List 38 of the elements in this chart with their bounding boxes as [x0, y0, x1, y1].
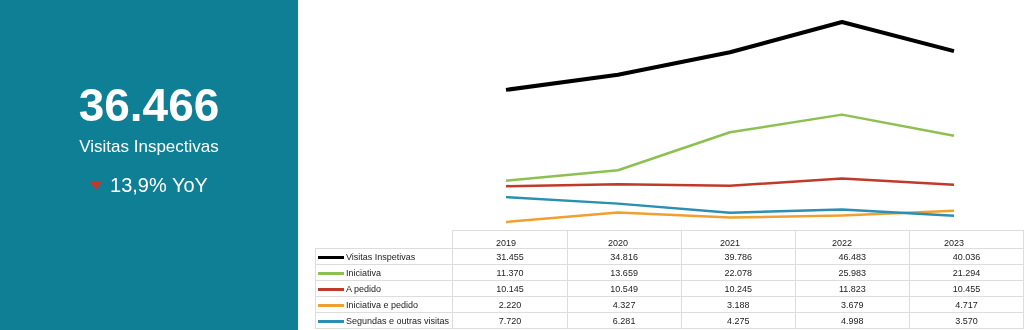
data-label: 46.483	[795, 248, 910, 265]
data-label: 3.570	[909, 312, 1024, 329]
data-label: 25.983	[795, 264, 910, 281]
legend-label: Iniciativa	[315, 264, 453, 281]
data-label: 10.145	[452, 280, 568, 297]
text: 13,9% YoY	[110, 174, 208, 197]
data-label: 4.327	[567, 296, 682, 313]
data-label: 13.659	[567, 264, 682, 281]
text: Visitas Inspectivas	[78, 137, 220, 157]
data-label: 4.998	[795, 312, 910, 329]
data-label: 10.245	[681, 280, 796, 297]
legend-label: Segundas e outras visitas	[315, 312, 453, 329]
data-label: 39.786	[681, 248, 796, 265]
data-label: 3.679	[795, 296, 910, 313]
data-label: 11.823	[795, 280, 910, 297]
x-tick-label: 2022	[831, 238, 853, 249]
data-label: 4.717	[909, 296, 1024, 313]
data-label: 10.549	[567, 280, 682, 297]
x-tick-label: 2021	[719, 238, 741, 249]
data-label: 6.281	[567, 312, 682, 329]
data-label: 31.455	[452, 248, 568, 265]
data-label: 10.455	[909, 280, 1024, 297]
data-label: 34.816	[567, 248, 682, 265]
data-label: 4.275	[681, 312, 796, 329]
data-label: 3.188	[681, 296, 796, 313]
x-tick-label: 2019	[495, 238, 517, 249]
text: 36.466	[77, 78, 221, 132]
data-label: 11.370	[452, 264, 568, 281]
x-tick-label: 2023	[943, 238, 965, 249]
x-tick-label: 2020	[607, 238, 629, 249]
data-label: 2.220	[452, 296, 568, 313]
legend-label: Visitas Inspetivas	[315, 248, 453, 265]
data-label: 7.720	[452, 312, 568, 329]
data-label: 22.078	[681, 264, 796, 281]
data-label: 40.036	[909, 248, 1024, 265]
legend-label: A pedido	[315, 280, 453, 297]
data-label: 21.294	[909, 264, 1024, 281]
legend-label: Iniciativa e pedido	[315, 296, 453, 313]
